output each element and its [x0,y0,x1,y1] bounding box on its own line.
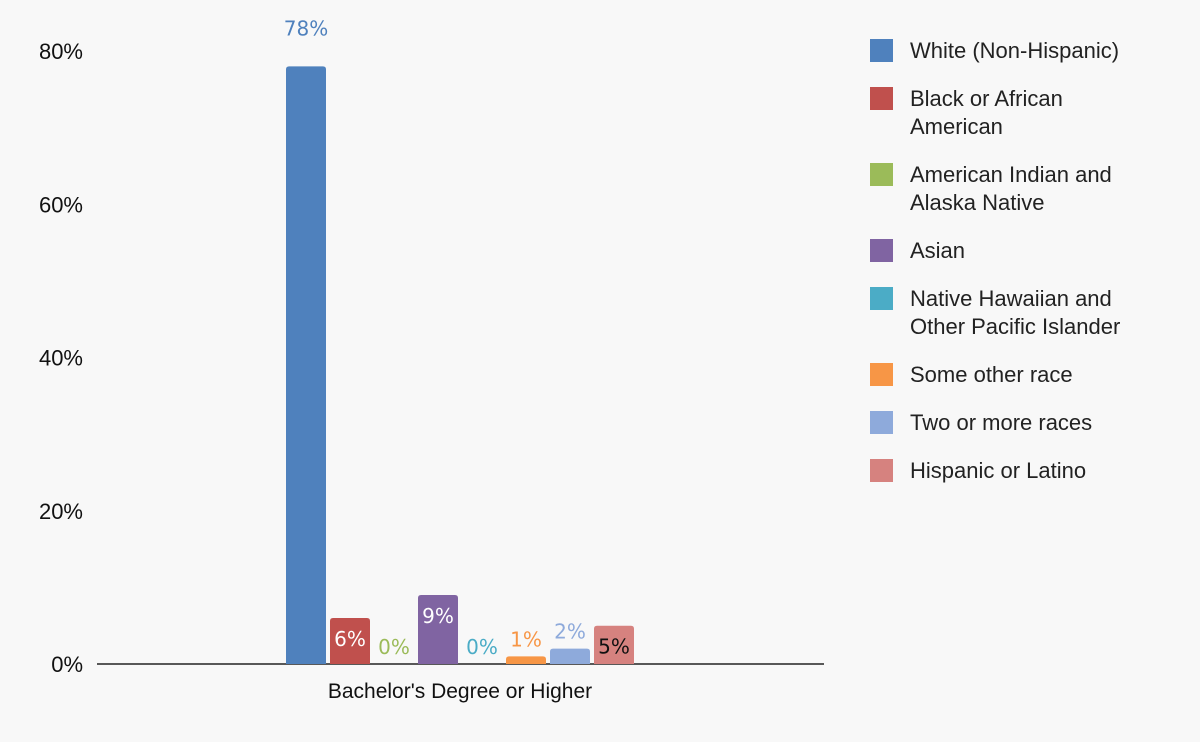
y-tick-label: 60% [39,192,83,217]
data-label: 0% [378,635,410,659]
legend-label: Native Hawaiian and Other Pacific Islande… [910,286,1120,339]
y-tick-label: 40% [39,346,83,371]
legend-label: Asian [910,238,965,263]
data-label: 78% [284,16,328,40]
legend-label: Hispanic or Latino [910,458,1086,483]
category-label: Bachelor's Degree or Higher [328,680,592,703]
legend-item: Hispanic or Latino [870,458,1086,483]
y-tick-label: 0% [51,652,83,677]
data-labels-group: 78% 6% 0% 9% 0% 1% 2% 5% [284,16,630,659]
bar [594,625,634,664]
data-label: 0% [466,635,498,659]
data-label: 2% [554,620,586,644]
data-label: 9% [422,604,454,628]
legend-swatch [870,239,893,262]
legend-item: American Indian and Alaska Native [870,162,1112,215]
bar [506,656,546,664]
legend-swatch [870,287,893,310]
y-axis: 0% 20% 40% 60% 80% [39,39,83,677]
legend-swatch [870,363,893,386]
legend-label: American Indian and Alaska Native [910,162,1112,215]
legend-item: Black or African American [870,86,1063,139]
legend-label: Some other race [910,362,1073,387]
y-tick-label: 80% [39,39,83,64]
bar [418,595,458,664]
legend-swatch [870,87,893,110]
legend-swatch [870,459,893,482]
legend-item: Two or more races [870,410,1092,435]
legend-swatch [870,163,893,186]
data-label: 1% [510,627,542,651]
data-label: 6% [334,627,366,651]
data-label: 5% [598,635,630,659]
legend-item: Asian [870,238,965,263]
bar [286,66,326,664]
legend-swatch [870,411,893,434]
legend-item: Some other race [870,362,1073,387]
bar [550,648,590,664]
bars-group [286,66,634,664]
legend-item: Native Hawaiian and Other Pacific Islande… [870,286,1120,339]
legend-label: White (Non-Hispanic) [910,38,1119,63]
legend-item: White (Non-Hispanic) [870,38,1119,63]
legend-swatch [870,39,893,62]
y-tick-label: 20% [39,499,83,524]
legend-label: Two or more races [910,410,1092,435]
bar [330,618,370,664]
legend-label: Black or African American [910,86,1063,139]
legend: White (Non-Hispanic) Black or African Amer… [870,38,1120,483]
